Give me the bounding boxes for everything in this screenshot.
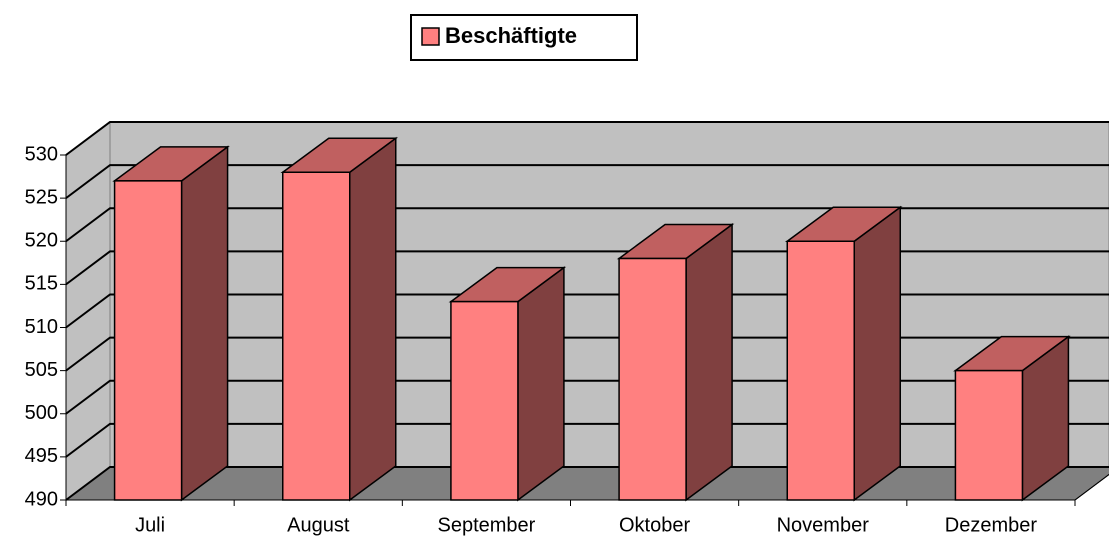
y-tick-label: 510	[25, 316, 58, 338]
bar	[448, 266, 567, 502]
grid-line	[65, 422, 1109, 458]
x-tick-label: November	[777, 514, 870, 536]
grid-line	[65, 164, 1109, 199]
y-tick-label: 530	[25, 143, 58, 165]
x-tick-label: Juli	[135, 514, 165, 536]
grid-line	[65, 121, 1109, 156]
y-tick-label: 515	[25, 273, 58, 295]
legend-swatch	[421, 27, 440, 46]
grid-line	[65, 207, 1109, 243]
bar-side	[853, 205, 901, 502]
grid-line	[65, 336, 1109, 372]
y-tick-label: 500	[25, 402, 58, 424]
bar-front	[113, 180, 183, 501]
y-tick-label: 520	[25, 230, 58, 252]
x-tick-label: September	[437, 514, 535, 536]
x-tick-label: Oktober	[619, 514, 690, 536]
y-tick-label: 525	[25, 186, 58, 208]
floor	[64, 466, 1109, 501]
bar-side	[180, 145, 229, 502]
bar	[784, 205, 903, 502]
bar-front	[282, 171, 351, 501]
bar-front	[618, 257, 687, 501]
bar-front	[450, 300, 519, 501]
bar	[280, 136, 399, 502]
bar	[953, 335, 1071, 502]
bar-side	[517, 266, 565, 502]
x-tick-label: Dezember	[945, 514, 1038, 536]
bar	[112, 145, 230, 502]
bar-side	[685, 223, 733, 502]
bar-front	[786, 240, 855, 501]
grid-line	[65, 250, 1109, 286]
x-tick-label: August	[287, 514, 350, 536]
grid-line	[65, 379, 1109, 415]
y-tick-label: 505	[25, 359, 58, 381]
y-tick-label: 490	[25, 488, 58, 510]
bar-side	[349, 136, 397, 502]
bar-front	[954, 369, 1024, 501]
grid-line	[65, 466, 1109, 501]
legend-box	[410, 14, 638, 61]
bar	[616, 223, 735, 502]
legend-label: Beschäftigte	[445, 23, 577, 48]
grid-line	[65, 293, 1109, 329]
floor-edge	[1074, 473, 1109, 501]
y-tick-label: 495	[25, 445, 58, 467]
